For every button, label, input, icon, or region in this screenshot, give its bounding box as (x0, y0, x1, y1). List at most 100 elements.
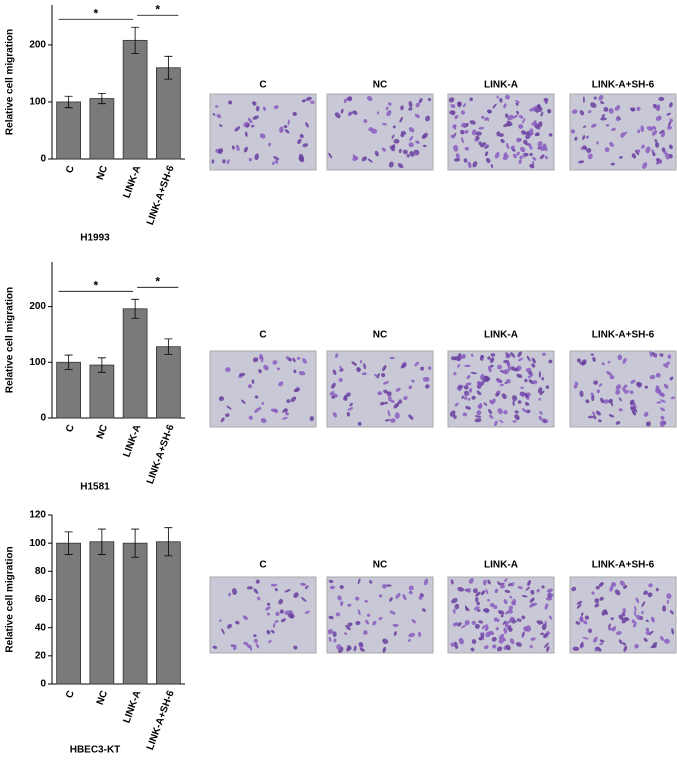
cell (617, 354, 623, 361)
bar (156, 67, 181, 160)
cell (645, 630, 650, 635)
cell (669, 376, 674, 381)
cell (453, 641, 458, 648)
cell (655, 372, 661, 378)
cell (414, 113, 421, 119)
cell (392, 125, 396, 129)
cell (231, 145, 235, 150)
cell (480, 373, 485, 380)
cell (272, 161, 275, 165)
cell (355, 620, 361, 626)
cell (593, 415, 597, 420)
cell (382, 638, 389, 645)
cell (373, 373, 379, 378)
cell (507, 114, 514, 121)
bar (56, 361, 81, 419)
cell (466, 375, 471, 380)
cell (393, 138, 400, 144)
cell (538, 371, 542, 378)
cell (287, 357, 292, 362)
cell (465, 382, 472, 386)
cell (285, 356, 289, 360)
cell (582, 636, 589, 640)
cell (357, 421, 362, 426)
cell (487, 598, 491, 602)
cell (586, 147, 592, 154)
cell (254, 407, 260, 413)
cell (390, 399, 395, 403)
cell (641, 610, 644, 615)
cell (453, 415, 457, 419)
cell (525, 586, 531, 591)
cell (252, 357, 259, 363)
cell (669, 610, 674, 615)
cell (540, 632, 544, 636)
cell (609, 585, 614, 592)
cell (343, 98, 348, 104)
cell (336, 644, 342, 650)
bar (56, 542, 81, 685)
significance-mark: * (94, 279, 99, 293)
x-tick-label: NC (95, 689, 110, 706)
cell (328, 615, 334, 620)
cell (253, 634, 257, 638)
cell (598, 383, 603, 387)
cell (667, 354, 672, 359)
cell (348, 111, 352, 117)
cell (593, 636, 598, 643)
cell (644, 385, 648, 389)
cell (389, 610, 396, 615)
cell (226, 405, 232, 410)
cell (622, 386, 627, 393)
cell (590, 392, 594, 396)
cell (497, 408, 503, 415)
cell (292, 111, 297, 117)
cell (623, 384, 628, 388)
cell (485, 588, 489, 595)
cell (525, 625, 532, 632)
cell (505, 352, 509, 357)
cell (499, 383, 504, 387)
cell (340, 601, 344, 606)
cell (631, 153, 637, 159)
cell (533, 120, 537, 124)
cell (587, 628, 593, 634)
cell (499, 133, 504, 138)
error-bar (164, 55, 173, 80)
cell (455, 153, 460, 159)
cell (529, 597, 535, 603)
x-tick-label: C (64, 164, 77, 175)
cell (517, 351, 522, 358)
cell (530, 589, 535, 595)
y-tick-label: 120 (29, 510, 46, 521)
cell (584, 615, 590, 620)
cell (582, 146, 588, 150)
cell (293, 645, 298, 650)
cell (651, 130, 658, 136)
cell (531, 357, 536, 364)
cell (452, 608, 456, 614)
cell (519, 155, 523, 160)
cell (603, 106, 609, 112)
cell (503, 103, 507, 109)
cell (472, 161, 478, 168)
cell (382, 365, 387, 372)
cell (502, 154, 509, 161)
cell (531, 363, 536, 368)
cell (655, 104, 661, 112)
cell (495, 392, 500, 397)
cell (510, 352, 516, 358)
cell (666, 112, 671, 116)
cell (521, 595, 528, 598)
cell (364, 599, 368, 603)
cell (296, 356, 301, 360)
cell (516, 137, 521, 143)
image-label: LINK-A (484, 560, 518, 571)
cell (648, 583, 653, 588)
cell (389, 145, 395, 152)
cell (615, 384, 622, 391)
significance-mark: * (155, 2, 160, 16)
cell (512, 400, 515, 407)
cell (398, 399, 403, 404)
cell (253, 638, 259, 643)
